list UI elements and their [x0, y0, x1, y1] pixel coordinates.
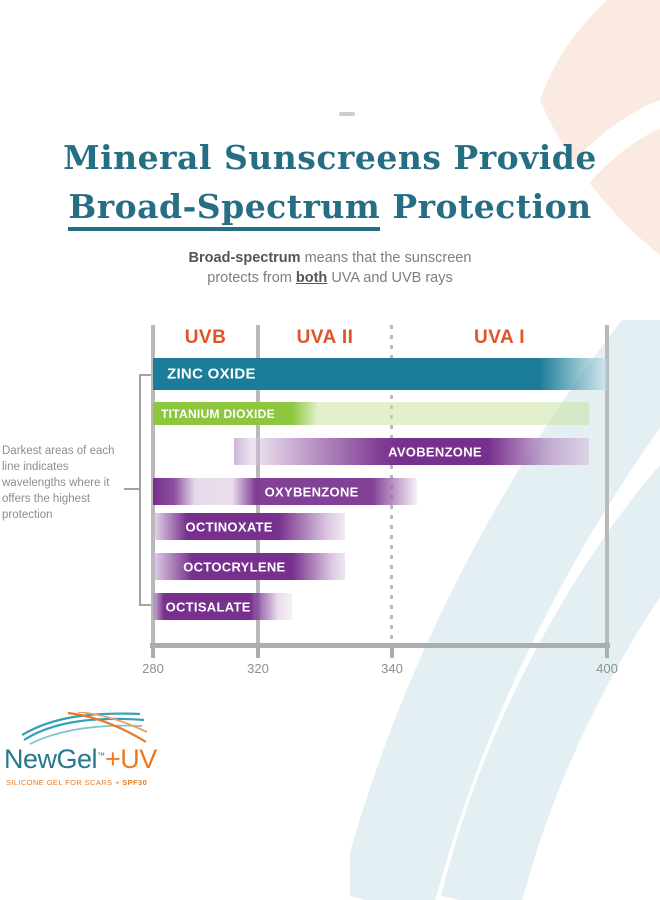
bar-label-zinc-oxide: ZINC OXIDE — [167, 365, 256, 383]
bar-label-oxybenzone: OXYBENZONE — [264, 484, 359, 499]
title-underlined-phrase: Broad-Spectrum — [68, 187, 381, 231]
region-label-uvb: UVB — [184, 327, 227, 348]
logo-tagline-spf: SPF30 — [122, 778, 148, 787]
bar-octisalate: OCTISALATE — [153, 593, 292, 620]
bar-label-octinoxate: OCTINOXATE — [185, 519, 273, 534]
subtitle: Broad-spectrum means that the sunscreen … — [0, 248, 660, 288]
x-axis-tick-340 — [390, 646, 394, 658]
darkest-area-annotation: Darkest areas of each line indicates wav… — [2, 445, 115, 521]
x-axis-tick-280 — [151, 646, 155, 658]
bar-label-titanium-dioxide: TITANIUM DIOXIDE — [161, 406, 275, 421]
logo-tagline-regular: SILICONE GEL FOR SCARS + — [6, 778, 123, 787]
logo-text-newgel: NewGel — [4, 744, 98, 774]
subtitle-line2-pre: protects from — [207, 270, 296, 286]
x-axis-tick-label-400: 400 — [596, 661, 618, 676]
logo-tm-mark: ™ — [97, 751, 106, 760]
bar-octinoxate: OCTINOXATE — [153, 513, 346, 540]
region-label-uva-i: UVA I — [473, 327, 526, 348]
subtitle-bold-both: both — [295, 270, 328, 286]
bracket-top-tick — [139, 374, 151, 376]
x-axis-tick-label-280: 280 — [142, 661, 164, 676]
title-line-2-rest: Protection — [380, 187, 592, 226]
bar-avobenzone: AVOBENZONE — [234, 438, 590, 465]
bar-titanium-dioxide: TITANIUM DIOXIDE — [153, 402, 590, 425]
logo-text-uv: +UV — [105, 744, 157, 774]
subtitle-line-2: protects from both UVA and UVB rays — [0, 268, 660, 288]
x-axis-tick-400 — [605, 646, 609, 658]
title-line-1: Mineral Sunscreens Provide — [63, 138, 597, 177]
bracket-bottom-tick — [139, 604, 151, 606]
bar-oxybenzone: OXYBENZONE — [153, 478, 418, 505]
bracket-vertical — [139, 374, 141, 606]
newgel-uv-logo: NewGel™+UV SILICONE GEL FOR SCARS + SPF3… — [4, 712, 174, 792]
bracket-connector — [124, 488, 139, 490]
logo-swoosh-icon — [22, 712, 147, 745]
x-axis-tick-320 — [256, 646, 260, 658]
bar-label-octisalate: OCTISALATE — [165, 599, 251, 614]
top-dash-decoration — [339, 112, 355, 116]
bar-octocrylene: OCTOCRYLENE — [153, 553, 346, 580]
subtitle-bold-lead: Broad-spectrum — [188, 250, 301, 266]
bar-label-octocrylene: OCTOCRYLENE — [183, 559, 286, 574]
subtitle-line2-rest: UVA and UVB rays — [327, 270, 453, 286]
wavelength-chart: UVB UVA II UVA I ZINC OXIDE TITANIUM DIOXIDE… — [142, 325, 618, 685]
logo-tagline: SILICONE GEL FOR SCARS + SPF30 — [6, 778, 147, 787]
bar-label-avobenzone: AVOBENZONE — [388, 444, 482, 459]
x-axis-tick-label-320: 320 — [247, 661, 269, 676]
subtitle-line-1: Broad-spectrum means that the sunscreen — [0, 248, 660, 268]
x-axis-tick-label-340: 340 — [381, 661, 403, 676]
gridline-400 — [605, 325, 609, 646]
subtitle-line1-rest: means that the sunscreen — [300, 250, 472, 266]
region-label-uva-ii: UVA II — [296, 327, 354, 348]
logo-wordmark: NewGel™+UV — [4, 744, 157, 775]
x-axis-line — [150, 643, 610, 648]
page-title: Mineral Sunscreens Provide Broad-Spectru… — [0, 133, 660, 231]
title-line-2: Broad-Spectrum Protection — [0, 182, 660, 231]
bar-zinc-oxide: ZINC OXIDE — [153, 358, 607, 390]
